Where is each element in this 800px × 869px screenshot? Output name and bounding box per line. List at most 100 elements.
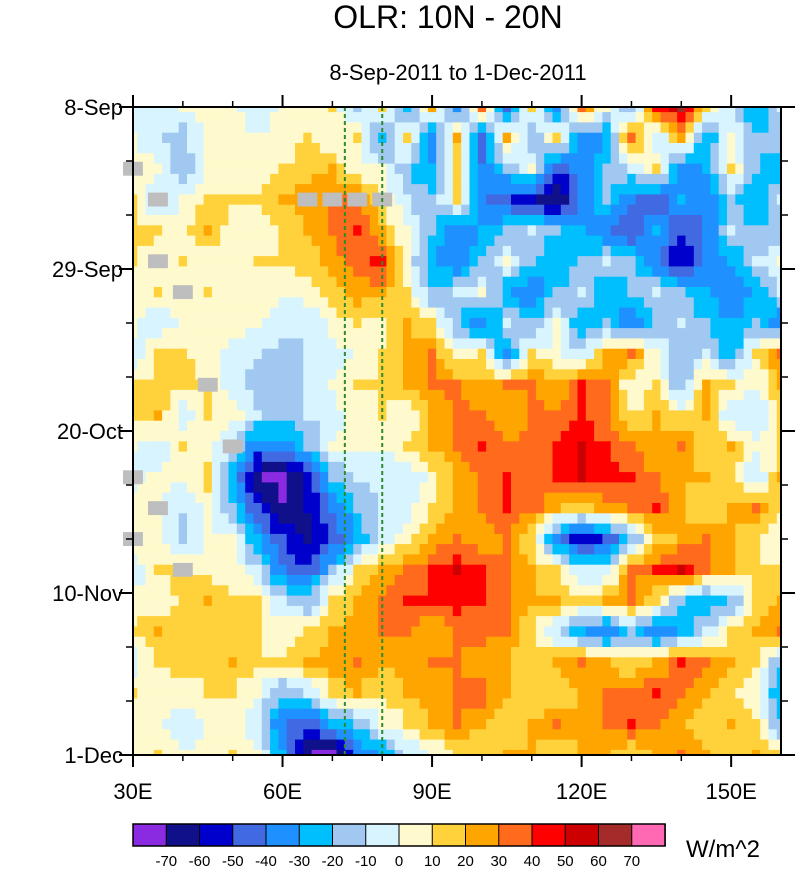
heat-cell — [535, 307, 545, 319]
heat-cell — [768, 204, 778, 216]
heat-cell — [369, 163, 379, 175]
heat-cell — [153, 533, 163, 545]
heat-cell — [261, 235, 271, 247]
heat-cell — [228, 163, 238, 175]
heat-cell — [560, 482, 570, 494]
heat-cell — [519, 163, 529, 175]
heat-cell — [178, 544, 188, 555]
heat-cell — [519, 420, 529, 432]
heat-cell — [785, 462, 794, 473]
heat-cell — [203, 266, 213, 278]
heat-cell — [187, 266, 196, 278]
heat-cell — [718, 235, 728, 247]
heat-cell — [319, 688, 329, 699]
heat-cell — [419, 297, 429, 309]
heat-cell — [278, 585, 288, 597]
heat-cell — [403, 328, 412, 339]
heat-cell — [502, 225, 512, 237]
heat-cell — [494, 338, 504, 350]
heat-cell — [262, 92, 271, 103]
heat-cell — [353, 348, 363, 360]
heat-cell — [511, 431, 520, 442]
heat-cell — [577, 626, 587, 638]
heat-cell — [344, 564, 354, 576]
heat-cell — [253, 513, 263, 525]
heat-cell — [286, 400, 296, 411]
heat-cell — [245, 472, 255, 483]
heat-cell — [121, 133, 130, 144]
heat-cell — [594, 544, 603, 555]
heat-cell — [303, 647, 313, 658]
heat-cell — [245, 107, 255, 113]
heat-cell — [627, 575, 637, 586]
heat-cell — [427, 616, 437, 627]
heat-cell — [145, 616, 155, 627]
heat-cell — [353, 503, 363, 514]
heat-cell — [452, 235, 462, 247]
heat-cell — [419, 153, 429, 165]
heat-cell — [760, 451, 770, 463]
heat-cell — [145, 328, 155, 339]
heat-cell — [552, 225, 562, 237]
heat-cell — [220, 575, 230, 586]
heat-cell — [743, 492, 753, 504]
heat-cell — [677, 482, 687, 494]
heat-cell — [295, 245, 304, 257]
heat-cell — [286, 647, 296, 658]
heat-cell — [619, 235, 628, 247]
heat-cell — [211, 287, 221, 298]
heat-cell — [411, 688, 421, 699]
heat-cell — [502, 523, 512, 535]
heat-cell — [511, 359, 520, 370]
heat-cell — [419, 348, 429, 360]
heat-cell — [394, 482, 404, 494]
heat-cell — [236, 698, 246, 710]
heat-cell — [585, 605, 595, 617]
heat-cell — [702, 276, 711, 288]
heat-cell — [444, 235, 454, 247]
heat-cell — [585, 215, 595, 226]
heat-cell — [544, 410, 554, 422]
heat-cell — [378, 688, 387, 699]
heat-cell — [311, 379, 321, 391]
heat-cell — [710, 575, 720, 586]
heat-cell — [236, 503, 246, 514]
heat-cell — [361, 533, 371, 545]
heat-cell — [760, 513, 770, 525]
heat-cell — [261, 616, 271, 627]
heat-cell — [121, 637, 130, 648]
heat-cell — [328, 317, 338, 329]
heat-cell — [153, 523, 163, 535]
heat-cell — [511, 688, 520, 699]
heat-cell — [303, 173, 313, 185]
heat-cell — [527, 184, 537, 195]
heat-cell — [751, 235, 761, 247]
heat-cell — [660, 688, 670, 699]
heat-cell — [195, 616, 205, 627]
heat-cell — [519, 431, 529, 442]
heat-cell — [760, 688, 770, 699]
heat-cell — [486, 92, 495, 103]
heat-cell — [668, 276, 678, 288]
heat-cell — [336, 677, 346, 689]
heat-cell — [569, 215, 579, 226]
heat-cell — [685, 256, 695, 267]
heat-cell — [328, 451, 338, 463]
heat-cell — [278, 266, 288, 278]
heat-cell — [511, 513, 520, 525]
heat-cell — [378, 554, 387, 566]
heat-cell — [519, 647, 529, 658]
heat-cell — [253, 348, 263, 360]
heat-cell — [361, 379, 371, 391]
heat-cell — [452, 647, 462, 658]
heat-cell — [643, 400, 653, 411]
heat-cell — [619, 338, 628, 350]
heat-cell — [527, 431, 537, 442]
heat-cell — [378, 492, 387, 504]
heat-cell — [535, 132, 545, 144]
heat-cell — [776, 698, 781, 710]
heat-cell — [776, 184, 781, 195]
heat-cell — [785, 112, 794, 123]
heat-cell — [610, 287, 620, 298]
heat-cell — [461, 194, 471, 206]
